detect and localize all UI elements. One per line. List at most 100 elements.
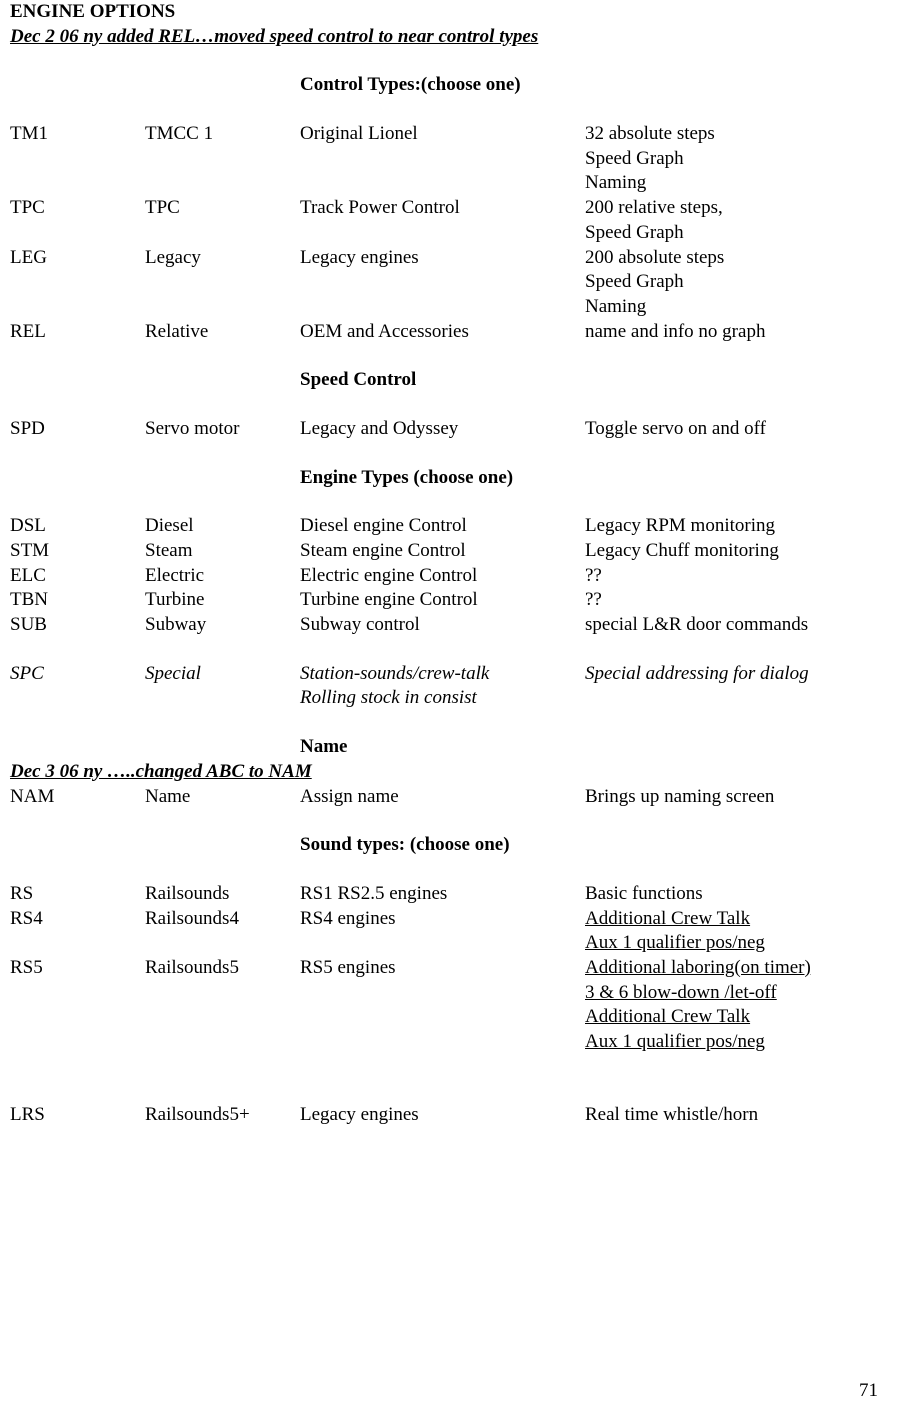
row-desc: Diesel engine Control [300, 514, 585, 539]
row-code: STM [10, 539, 145, 564]
row-desc: Track Power Control [300, 196, 585, 221]
row-code: RS5 [10, 956, 145, 981]
row-note-line: name and info no graph [585, 320, 888, 345]
row-name: Subway [145, 613, 300, 638]
section-heading-suffix: (choose one) [405, 834, 509, 855]
table-row: TBNTurbineTurbine engine Control?? [10, 588, 888, 613]
table-row: DSLDieselDiesel engine ControlLegacy RPM… [10, 514, 888, 539]
row-desc: Legacy and Odyssey [300, 417, 585, 442]
section-sound-types: Sound types: (choose one) [10, 833, 888, 858]
row-note-line: Speed Graph [585, 147, 888, 172]
row-desc: Steam engine Control [300, 539, 585, 564]
row-notes: special L&R door commands [585, 613, 888, 638]
row-name: Railsounds [145, 882, 300, 907]
row-code: RS4 [10, 907, 145, 932]
row-desc: RS5 engines [300, 956, 585, 981]
section-heading: Control Types [300, 74, 415, 95]
row-name: TPC [145, 196, 300, 221]
row-notes: Toggle servo on and off [585, 417, 888, 442]
row-code: ELC [10, 564, 145, 589]
table-row: RS4Railsounds4RS4 enginesAdditional Crew… [10, 907, 888, 956]
row-note-line: Aux 1 qualifier pos/neg [585, 1030, 888, 1055]
row-name: Diesel [145, 514, 300, 539]
row-note-line: Additional laboring(on timer) [585, 956, 888, 981]
page-number: 71 [859, 1379, 878, 1404]
row-note-line: Aux 1 qualifier pos/neg [585, 931, 888, 956]
row-note-line: Brings up naming screen [585, 785, 888, 810]
row-note-line: Special addressing for dialog [585, 662, 888, 687]
lrs-row: LRS Railsounds5+ Legacy engines Real tim… [10, 1103, 888, 1128]
revision-note-1: Dec 2 06 ny added REL…moved speed contro… [10, 25, 888, 50]
speed-control-list: SPDServo motorLegacy and OdysseyToggle s… [10, 417, 888, 442]
row-note-line: Naming [585, 171, 888, 196]
section-control-types: Control Types:(choose one) [10, 73, 888, 98]
row-notes: Legacy RPM monitoring [585, 514, 888, 539]
sound-types-list: RSRailsoundsRS1 RS2.5 enginesBasic funct… [10, 882, 888, 1055]
table-row: SPDServo motorLegacy and OdysseyToggle s… [10, 417, 888, 442]
row-name: Turbine [145, 588, 300, 613]
row-notes: name and info no graph [585, 320, 888, 345]
row-name: TMCC 1 [145, 122, 300, 147]
row-name: Servo motor [145, 417, 300, 442]
row-notes: Additional laboring(on timer)3 & 6 blow-… [585, 956, 888, 1055]
row-notes: ?? [585, 564, 888, 589]
row-name: Relative [145, 320, 300, 345]
row-code: TPC [10, 196, 145, 221]
row-notes: ?? [585, 588, 888, 613]
row-code: DSL [10, 514, 145, 539]
row-note-line: Speed Graph [585, 270, 888, 295]
row-code: TM1 [10, 122, 145, 147]
section-speed-control: Speed Control [10, 368, 888, 393]
table-row: NAMNameAssign nameBrings up naming scree… [10, 785, 888, 810]
row-note-line: Legacy RPM monitoring [585, 514, 888, 539]
row-code: SPC [10, 662, 145, 687]
row-note-line: Toggle servo on and off [585, 417, 888, 442]
row-code: REL [10, 320, 145, 345]
row-code: LEG [10, 246, 145, 271]
row-desc: Subway control [300, 613, 585, 638]
section-heading: Speed Control [300, 368, 585, 393]
control-types-list: TM1TMCC 1Original Lionel32 absolute step… [10, 122, 888, 344]
row-name: Legacy [145, 246, 300, 271]
revision-note-2: Dec 3 06 ny …..changed ABC to NAM [10, 760, 888, 785]
row-notes: 32 absolute stepsSpeed GraphNaming [585, 122, 888, 196]
section-heading-suffix: :(choose one) [415, 74, 521, 95]
row-notes: Legacy Chuff monitoring [585, 539, 888, 564]
row-desc: OEM and Accessories [300, 320, 585, 345]
row-note-line: 200 absolute steps [585, 246, 888, 271]
row-name: Steam [145, 539, 300, 564]
row-code: SUB [10, 613, 145, 638]
row-name: Railsounds4 [145, 907, 300, 932]
row-notes: Special addressing for dialog [585, 662, 888, 687]
row-notes: 200 relative steps,Speed Graph [585, 196, 888, 245]
row-name: Special [145, 662, 300, 687]
table-row: ELCElectricElectric engine Control?? [10, 564, 888, 589]
table-row: TPCTPCTrack Power Control200 relative st… [10, 196, 888, 245]
table-row: LEGLegacyLegacy engines200 absolute step… [10, 246, 888, 320]
row-desc: Electric engine Control [300, 564, 585, 589]
row-note-line: Speed Graph [585, 221, 888, 246]
row-code: NAM [10, 785, 145, 810]
row-desc: Station-sounds/crew-talk Rolling stock i… [300, 662, 585, 711]
row-desc-line: Rolling stock in consist [300, 686, 585, 711]
row-notes: Brings up naming screen [585, 785, 888, 810]
row-code: TBN [10, 588, 145, 613]
row-notes: 200 absolute stepsSpeed GraphNaming [585, 246, 888, 320]
row-desc: Assign name [300, 785, 585, 810]
row-code: SPD [10, 417, 145, 442]
row-note-line: Additional Crew Talk [585, 907, 888, 932]
section-heading: Engine Types [300, 467, 409, 488]
table-row: RSRailsoundsRS1 RS2.5 enginesBasic funct… [10, 882, 888, 907]
row-name: Electric [145, 564, 300, 589]
table-row: RS5Railsounds5RS5 enginesAdditional labo… [10, 956, 888, 1055]
table-row: SUBSubwaySubway controlspecial L&R door … [10, 613, 888, 638]
section-name: Name [10, 735, 888, 760]
name-list: NAMNameAssign nameBrings up naming scree… [10, 785, 888, 810]
table-row: RELRelativeOEM and Accessoriesname and i… [10, 320, 888, 345]
section-heading-suffix: (choose one) [409, 467, 513, 488]
row-note-line: ?? [585, 564, 888, 589]
row-note-line: Real time whistle/horn [585, 1103, 888, 1128]
row-desc: Legacy engines [300, 1103, 585, 1128]
row-note-line: special L&R door commands [585, 613, 888, 638]
row-code: LRS [10, 1103, 145, 1128]
